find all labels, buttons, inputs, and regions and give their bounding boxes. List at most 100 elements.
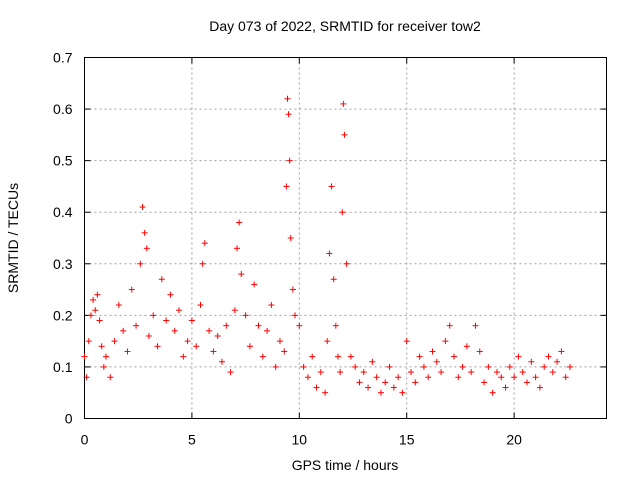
data-point xyxy=(176,307,183,314)
data-point xyxy=(259,353,266,360)
data-point xyxy=(255,322,262,329)
data-point xyxy=(429,348,436,355)
data-point xyxy=(433,358,440,365)
data-point xyxy=(199,260,206,267)
data-point xyxy=(476,348,483,355)
x-tick-label: 15 xyxy=(399,432,415,448)
data-point xyxy=(373,374,380,381)
data-point xyxy=(102,353,109,360)
data-point xyxy=(238,271,245,278)
data-point xyxy=(515,353,522,360)
y-tick-label: 0.2 xyxy=(53,307,73,323)
data-point xyxy=(502,384,509,391)
data-point xyxy=(284,95,291,102)
data-point xyxy=(360,369,367,376)
data-point xyxy=(143,245,150,252)
data-point xyxy=(285,111,292,118)
data-point xyxy=(334,353,341,360)
data-point xyxy=(455,374,462,381)
data-point xyxy=(150,312,157,319)
data-point xyxy=(171,327,178,334)
y-tick-label: 0.3 xyxy=(53,256,73,272)
data-point xyxy=(332,322,339,329)
x-axis-label: GPS time / hours xyxy=(292,457,399,473)
data-point xyxy=(197,302,204,309)
data-point xyxy=(300,363,307,370)
data-point xyxy=(412,379,419,386)
data-point xyxy=(390,384,397,391)
data-point xyxy=(352,363,359,370)
data-point xyxy=(365,384,372,391)
data-point xyxy=(566,363,573,370)
data-point xyxy=(124,348,131,355)
data-point xyxy=(218,358,225,365)
data-point xyxy=(382,379,389,386)
data-point xyxy=(493,369,500,376)
data-point xyxy=(158,276,165,283)
data-point xyxy=(340,100,347,107)
data-point xyxy=(111,338,118,345)
y-tick-label: 0 xyxy=(65,411,73,427)
data-point xyxy=(322,389,329,396)
y-tick-label: 0.5 xyxy=(53,153,73,169)
data-point xyxy=(541,363,548,370)
data-point xyxy=(562,374,569,381)
data-point xyxy=(184,338,191,345)
data-point xyxy=(519,369,526,376)
data-point xyxy=(343,260,350,267)
data-point xyxy=(536,384,543,391)
data-point xyxy=(231,307,238,314)
data-point xyxy=(210,348,217,355)
data-point xyxy=(532,374,539,381)
plot-frame xyxy=(84,57,607,419)
data-point xyxy=(206,327,213,334)
data-point xyxy=(81,353,88,360)
data-point xyxy=(292,312,299,319)
data-point xyxy=(107,374,114,381)
data-point xyxy=(313,384,320,391)
y-axis: 0 0.1 0.2 0.3 0.4 0.5 0.6 0.7 xyxy=(53,50,607,427)
data-point xyxy=(246,343,253,350)
data-point xyxy=(223,322,230,329)
data-point xyxy=(489,389,496,396)
data-point xyxy=(180,353,187,360)
data-point xyxy=(120,327,127,334)
data-point xyxy=(286,157,293,164)
data-point xyxy=(92,307,99,314)
y-tick-label: 0.7 xyxy=(53,50,73,66)
data-point xyxy=(463,343,470,350)
data-point xyxy=(511,374,518,381)
data-point xyxy=(141,229,148,236)
data-point xyxy=(296,322,303,329)
data-point xyxy=(115,302,122,309)
data-point xyxy=(137,260,144,267)
x-tick-label: 10 xyxy=(292,432,308,448)
x-tick-label: 0 xyxy=(81,432,89,448)
data-point xyxy=(442,338,449,345)
data-point xyxy=(554,358,561,365)
data-point xyxy=(545,353,552,360)
data-point xyxy=(416,353,423,360)
data-point xyxy=(399,389,406,396)
data-point xyxy=(276,338,283,345)
y-axis-label: SRMTID / TECUs xyxy=(5,183,21,293)
data-point xyxy=(154,343,161,350)
data-point xyxy=(100,363,107,370)
data-point xyxy=(289,286,296,293)
data-point xyxy=(498,374,505,381)
data-point xyxy=(324,338,331,345)
chart-title: Day 073 of 2022, SRMTID for receiver tow… xyxy=(209,18,481,34)
data-point xyxy=(369,358,376,365)
y-tick-label: 0.6 xyxy=(53,101,73,117)
data-point xyxy=(227,369,234,376)
x-axis: 0 5 10 15 20 xyxy=(81,57,522,448)
data-point xyxy=(304,374,311,381)
data-point xyxy=(558,348,565,355)
data-point xyxy=(472,322,479,329)
data-point xyxy=(83,374,90,381)
data-point xyxy=(128,286,135,293)
data-point xyxy=(549,369,556,376)
data-point xyxy=(94,291,101,298)
data-point xyxy=(337,369,344,376)
data-point xyxy=(167,291,174,298)
